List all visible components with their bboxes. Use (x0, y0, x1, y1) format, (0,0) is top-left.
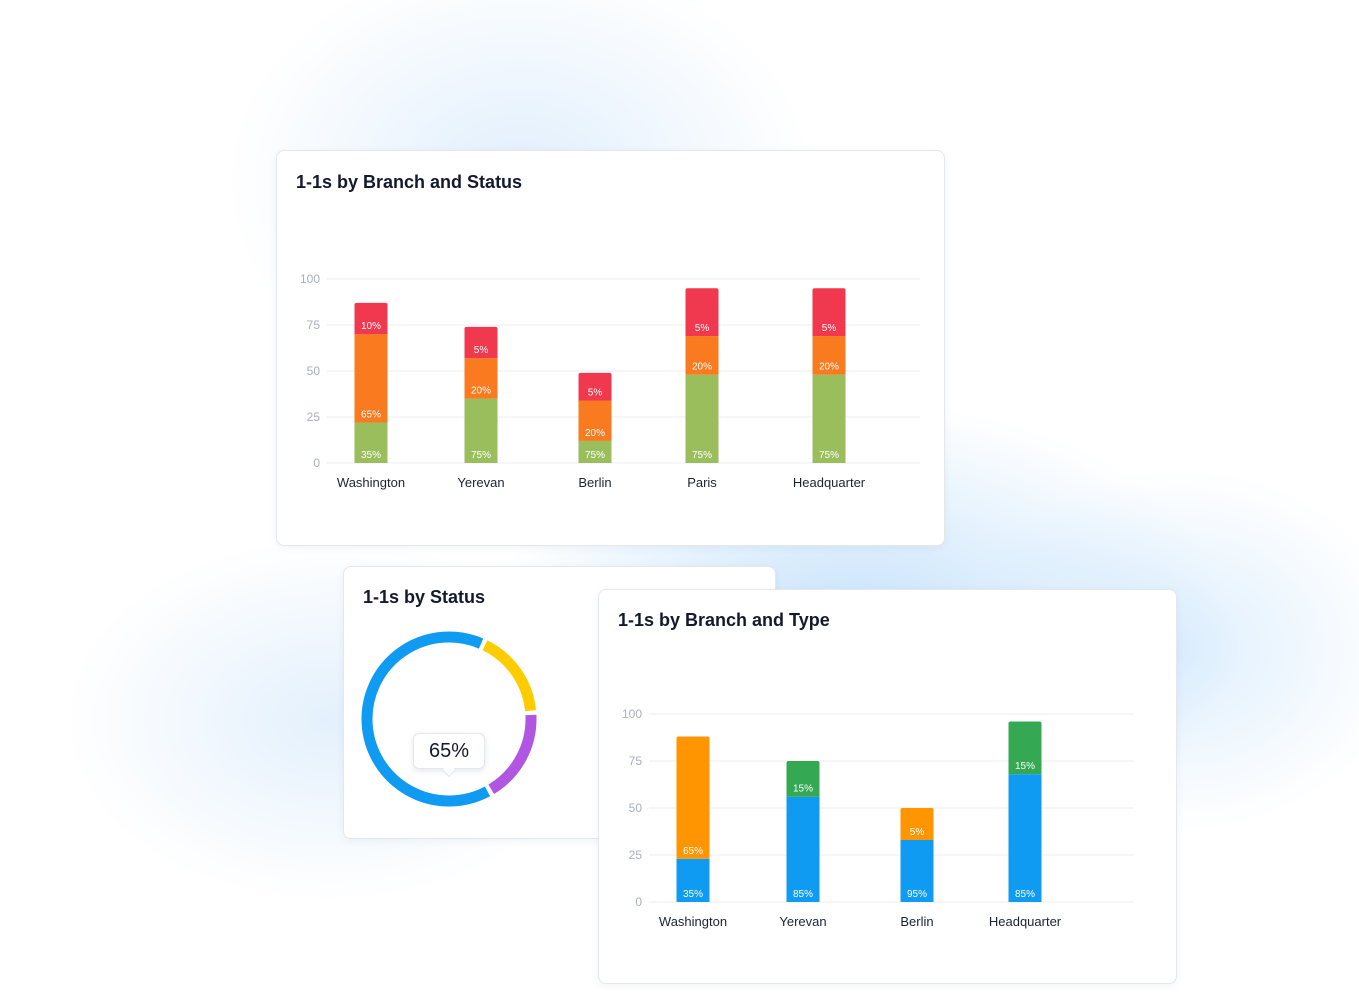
x-tick-label: Berlin (578, 475, 611, 490)
y-tick-label: 25 (629, 848, 643, 862)
bar-segment (685, 336, 719, 375)
bar-segment (464, 326, 498, 359)
bar-segment (354, 422, 388, 463)
bar-segment (464, 358, 498, 399)
data-label: 5% (910, 827, 925, 838)
bar-segment (676, 736, 710, 859)
card-title: 1-1s by Branch and Status (296, 172, 523, 192)
data-label: 95% (907, 889, 927, 900)
data-label: 5% (588, 387, 603, 398)
data-label: 85% (793, 889, 813, 900)
y-tick-label: 0 (313, 456, 320, 470)
tooltip-value: 65% (428, 739, 470, 762)
y-tick-label: 50 (629, 801, 643, 815)
data-label: 35% (683, 889, 703, 900)
branch-type-card: 1-1s by Branch and Type 0 25 50 75 100 35% 65%… (598, 589, 1177, 984)
branch-status-card: 1-1s by Branch and Status 0 25 50 75 100 35% 6… (276, 150, 945, 546)
data-label: 5% (695, 323, 710, 334)
data-label: 75% (471, 450, 491, 461)
data-label: 20% (585, 428, 605, 439)
bar-segment (685, 374, 719, 463)
x-tick-label: Washington (337, 475, 405, 490)
donut-slice (482, 640, 537, 712)
bar-segment (812, 288, 846, 337)
y-tick-label: 0 (635, 895, 642, 909)
status-donut-chart (361, 631, 537, 807)
y-tick-label: 100 (300, 272, 320, 286)
bar-segment (900, 808, 934, 840)
data-label: 20% (471, 386, 491, 397)
data-label: 85% (1015, 889, 1035, 900)
data-label: 65% (683, 846, 703, 857)
data-label: 75% (819, 450, 839, 461)
bar-segment (578, 400, 612, 441)
donut-tooltip: 65% (413, 733, 485, 778)
x-tick-label: Washington (659, 914, 727, 929)
card-title: 1-1s by Branch and Type (618, 610, 830, 630)
bar-segment (685, 288, 719, 337)
data-label: 75% (692, 450, 712, 461)
bar-segment (1008, 774, 1042, 902)
data-label: 35% (361, 450, 381, 461)
branch-type-chart: 0 25 50 75 100 35% 65% Washington 85% 15% Yerevan 9… (622, 707, 1134, 929)
data-label: 5% (474, 345, 489, 356)
bar-segment (578, 440, 612, 463)
bar-segment (676, 858, 710, 902)
data-label: 65% (361, 410, 381, 421)
data-label: 20% (819, 362, 839, 373)
bar-segment (900, 839, 934, 902)
bar-segment (464, 398, 498, 463)
bar-segment (354, 334, 388, 423)
y-tick-label: 75 (307, 318, 321, 332)
y-tick-label: 25 (307, 410, 321, 424)
y-tick-label: 75 (629, 754, 643, 768)
data-label: 15% (1015, 761, 1035, 772)
y-tick-label: 50 (307, 364, 321, 378)
data-label: 20% (692, 362, 712, 373)
bar-segment (812, 374, 846, 463)
data-label: 10% (361, 321, 381, 332)
bar-segment (786, 796, 820, 902)
card-title: 1-1s by Status (363, 587, 486, 607)
x-tick-label: Yerevan (457, 475, 504, 490)
x-tick-label: Headquarter (989, 914, 1062, 929)
x-tick-label: Paris (687, 475, 717, 490)
data-label: 5% (822, 323, 837, 334)
bar-segment (1008, 721, 1042, 775)
x-tick-label: Yerevan (779, 914, 826, 929)
bar-segment (354, 302, 388, 335)
x-tick-label: Headquarter (793, 475, 866, 490)
donut-slice (488, 714, 537, 795)
donut-slice (361, 631, 491, 807)
data-label: 15% (793, 784, 813, 795)
y-tick-label: 100 (622, 707, 642, 721)
bar-segment (812, 336, 846, 375)
data-label: 75% (585, 450, 605, 461)
bar-segment (578, 372, 612, 401)
branch-status-chart: 0 25 50 75 100 35% 65% 10% Washington 75% 20% 5% Yer… (300, 272, 920, 490)
x-tick-label: Berlin (900, 914, 933, 929)
bar-segment (786, 761, 820, 797)
